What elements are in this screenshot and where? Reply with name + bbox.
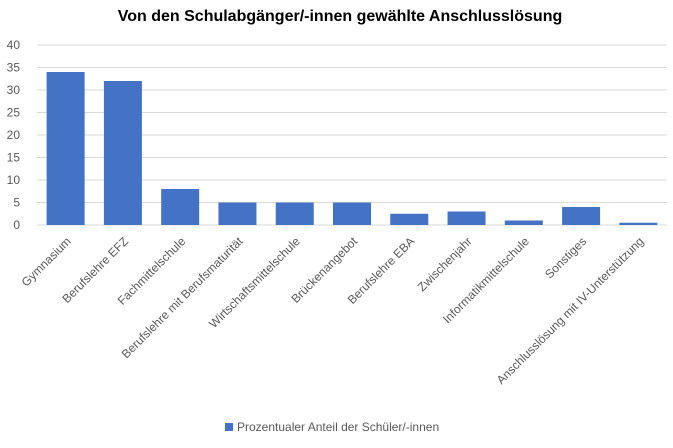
x-tick-label: Sonstiges <box>542 234 589 281</box>
bar <box>46 72 85 225</box>
y-tick-label: 5 <box>13 196 20 210</box>
bar <box>218 202 257 225</box>
y-tick-label: 0 <box>13 218 20 232</box>
legend: Prozentualer Anteil der Schüler/-innen <box>225 420 439 434</box>
bar <box>390 213 429 225</box>
y-tick-label: 10 <box>7 173 21 187</box>
gridlines <box>37 44 667 226</box>
x-tick-label: Berufslehre mit Berufsmaturität <box>119 234 246 361</box>
bar <box>504 220 543 225</box>
legend-label: Prozentualer Anteil der Schüler/-innen <box>237 420 439 434</box>
y-axis-ticks: 0 5 10 15 20 25 30 35 40 <box>7 38 21 232</box>
y-tick-label: 20 <box>7 128 21 142</box>
bar <box>161 189 200 225</box>
bar <box>619 222 658 225</box>
chart-title: Von den Schulabgänger/-innen gewählte An… <box>118 8 563 25</box>
bar <box>275 202 314 225</box>
y-tick-label: 15 <box>7 151 21 165</box>
bar <box>562 207 601 225</box>
bar <box>333 202 371 225</box>
bar <box>447 211 486 225</box>
y-tick-label: 25 <box>7 106 21 120</box>
x-tick-label: Zwischenjahr <box>415 234 475 294</box>
y-tick-label: 35 <box>7 61 21 75</box>
x-tick-label: Gymnasium <box>19 234 74 289</box>
y-tick-label: 40 <box>7 38 21 52</box>
y-tick-label: 30 <box>7 83 21 97</box>
bars <box>46 72 658 225</box>
legend-swatch <box>225 423 233 431</box>
bar <box>103 81 142 225</box>
